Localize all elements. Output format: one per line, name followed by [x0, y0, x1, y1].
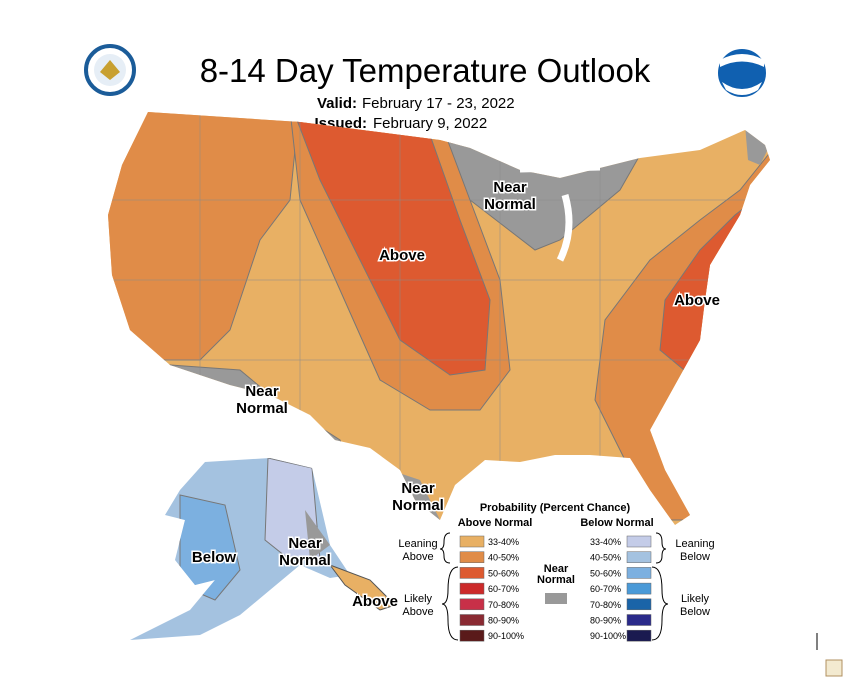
brace — [651, 566, 669, 641]
region-label: Above — [352, 593, 398, 610]
legend-label: 60-70% — [488, 584, 519, 594]
lake — [556, 194, 573, 262]
legend-title: Probability (Percent Chance) — [480, 502, 631, 514]
legend-label: 90-100% — [590, 631, 626, 641]
legend-swatch — [459, 582, 485, 595]
region-label: Near — [493, 179, 527, 196]
legend-swatch — [626, 598, 652, 611]
legend-label: Above — [402, 606, 433, 618]
region-label: Above — [379, 247, 425, 264]
legend-label: 50-60% — [488, 568, 519, 578]
legend-swatch — [626, 567, 652, 579]
legend-swatch — [626, 551, 652, 563]
legend-label: 80-90% — [590, 616, 621, 626]
legend-label: Near — [544, 563, 569, 575]
legend-swatch — [459, 551, 485, 563]
noaa-logo — [716, 47, 768, 99]
legend-header: Above Normal — [458, 517, 533, 529]
legend-label: Leaning — [675, 538, 714, 550]
legend-swatch — [459, 535, 485, 548]
legend-swatch — [459, 567, 485, 579]
legend-label: Above — [402, 551, 433, 563]
legend-label: Normal — [537, 574, 575, 586]
legend-swatch — [459, 598, 485, 611]
issued-date: February 9, 2022 — [373, 115, 487, 132]
region-label: Above — [674, 292, 720, 309]
brace — [655, 532, 667, 564]
legend-label: 90-100% — [488, 631, 524, 641]
legend-label: 33-40% — [590, 537, 621, 547]
region-label: Below — [192, 549, 237, 566]
legend-swatch — [626, 535, 652, 548]
legend-label: 70-80% — [590, 600, 621, 610]
region-label: Normal — [279, 552, 331, 569]
legend-label: 40-50% — [488, 553, 519, 563]
legend-label: Likely — [404, 593, 433, 605]
legend-swatch — [626, 614, 652, 626]
legend-swatch — [545, 593, 567, 604]
brace — [441, 566, 459, 641]
panhandle — [328, 563, 396, 611]
alaska — [130, 458, 350, 640]
region-label: Normal — [236, 400, 288, 417]
valid-dates: February 17 - 23, 2022 — [362, 95, 515, 112]
legend-swatch — [626, 582, 652, 595]
lake — [519, 165, 601, 173]
title: 8-14 Day Temperature Outlook — [200, 52, 651, 89]
legend-swatch — [626, 629, 652, 642]
legend-label: Leaning — [398, 538, 437, 550]
legend-label: 40-50% — [590, 553, 621, 563]
region-label: Normal — [392, 497, 444, 514]
legend-label: Likely — [681, 593, 710, 605]
legend-label: 33-40% — [488, 537, 519, 547]
legend-label: 70-80% — [488, 600, 519, 610]
region-label: Near — [288, 535, 322, 552]
doc-logo — [84, 44, 136, 96]
region-label: Near — [245, 383, 279, 400]
region-label: Normal — [484, 196, 536, 213]
legend-swatch — [459, 629, 485, 642]
brace — [439, 532, 451, 564]
legend-label: 50-60% — [590, 568, 621, 578]
legend-header: Below Normal — [580, 517, 653, 529]
legend-label: 60-70% — [590, 584, 621, 594]
legend-label: 80-90% — [488, 616, 519, 626]
valid-label: Valid: — [317, 95, 357, 112]
legend-label: Below — [680, 606, 710, 618]
legend-label: Below — [680, 551, 710, 563]
legend-swatch — [459, 614, 485, 626]
corner-icon[interactable] — [825, 659, 843, 677]
region-label: Near — [401, 480, 435, 497]
